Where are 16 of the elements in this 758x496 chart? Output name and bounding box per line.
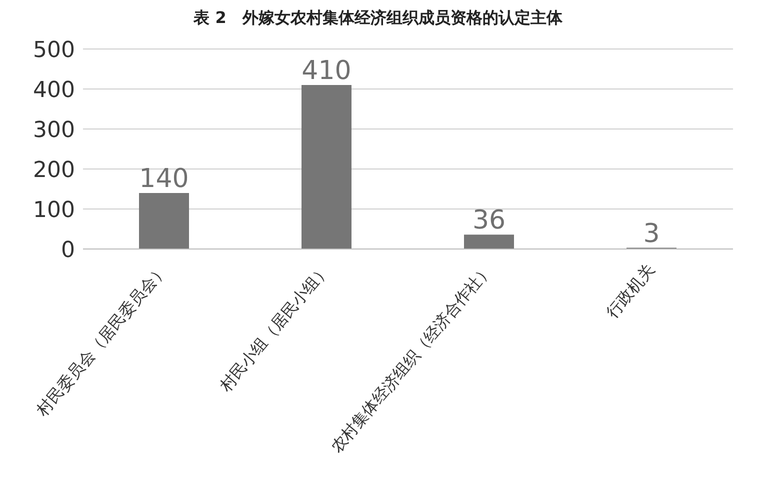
y-tick-label: 500 — [33, 38, 75, 63]
bar — [464, 234, 514, 249]
y-tick-label: 300 — [33, 118, 75, 143]
x-tick-label: 村民委员会（居民委员会） — [32, 260, 171, 420]
y-tick-label: 400 — [33, 78, 75, 103]
data-label: 36 — [472, 206, 506, 236]
data-label: 140 — [139, 164, 189, 194]
bar — [139, 193, 189, 249]
data-label: 410 — [302, 56, 352, 86]
x-tick-label: 行政机关 — [602, 260, 658, 322]
y-tick-label: 100 — [33, 198, 75, 223]
y-tick-label: 0 — [61, 238, 75, 263]
data-label: 3 — [643, 218, 660, 249]
bar — [302, 85, 352, 249]
chart-title: 表 2 外嫁女农村集体经济组织成员资格的认定主体 — [192, 8, 564, 29]
y-tick-label: 200 — [33, 158, 75, 183]
